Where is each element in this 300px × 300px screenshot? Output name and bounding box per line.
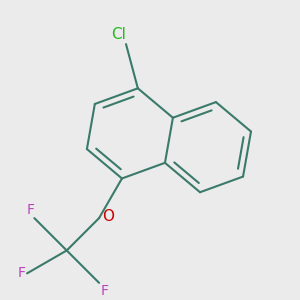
Text: F: F [17,266,26,280]
Text: Cl: Cl [111,27,126,42]
Text: O: O [102,209,114,224]
Text: F: F [100,284,109,298]
Text: F: F [26,202,34,217]
